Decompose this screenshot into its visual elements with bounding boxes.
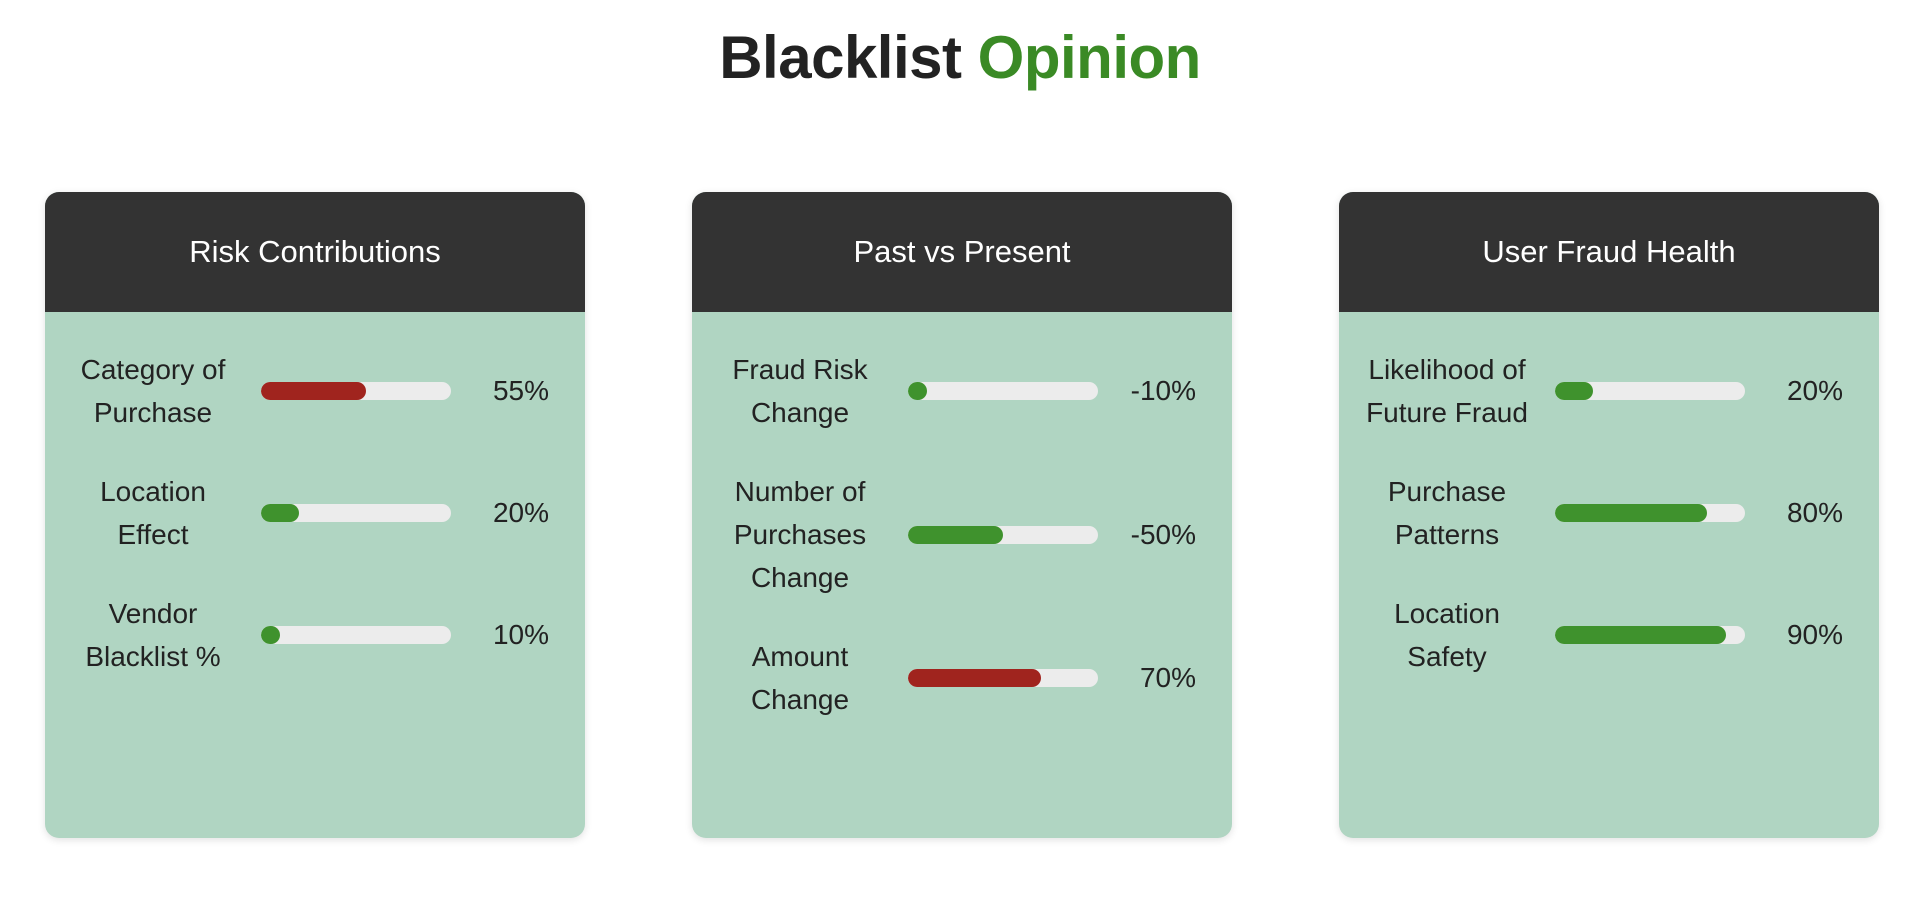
- metric-row: Purchase Patterns 80%: [1339, 470, 1879, 556]
- progress-fill: [261, 626, 280, 644]
- page-title: Blacklist Opinion: [0, 22, 1920, 94]
- progress-track: [1555, 504, 1745, 522]
- metric-label: Vendor Blacklist %: [85, 598, 221, 672]
- metric-row: Fraud Risk Change -10%: [692, 348, 1232, 434]
- metric-row: Likelihood of Future Fraud 20%: [1339, 348, 1879, 434]
- metric-row: Number of Purchases Change -50%: [692, 470, 1232, 599]
- progress-fill: [1555, 626, 1726, 644]
- progress-track: [261, 504, 451, 522]
- progress-fill: [261, 504, 299, 522]
- card-body: Likelihood of Future Fraud 20% Purchase …: [1339, 312, 1879, 678]
- card-body: Fraud Risk Change -10% Number of Purchas…: [692, 312, 1232, 721]
- progress-track: [908, 669, 1098, 687]
- card-risk-contributions: Risk Contributions Category of Purchase …: [45, 192, 585, 838]
- metric-value: -10%: [1130, 375, 1196, 406]
- card-header: Risk Contributions: [45, 192, 585, 312]
- progress-track: [908, 525, 1098, 544]
- progress-fill: [908, 525, 1003, 544]
- progress-fill: [1555, 504, 1707, 522]
- card-header: User Fraud Health: [1339, 192, 1879, 312]
- card-header: Past vs Present: [692, 192, 1232, 312]
- metric-value: 80%: [1786, 497, 1843, 528]
- card-past-vs-present: Past vs Present Fraud Risk Change -10% N…: [692, 192, 1232, 838]
- metric-label: Location Safety: [1394, 598, 1500, 672]
- metric-value: 20%: [1786, 375, 1843, 406]
- progress-track: [261, 626, 451, 644]
- metric-value: 20%: [492, 497, 549, 528]
- page-title-accent: Opinion: [977, 24, 1202, 91]
- metric-row: Vendor Blacklist % 10%: [45, 592, 585, 678]
- metric-row: Amount Change 70%: [692, 635, 1232, 721]
- progress-fill: [1555, 382, 1593, 400]
- metric-label: Purchase Patterns: [1387, 476, 1507, 550]
- progress-fill: [261, 382, 366, 400]
- progress-track: [1555, 382, 1745, 400]
- progress-fill: [908, 382, 927, 400]
- metric-label: Fraud Risk Change: [732, 354, 868, 428]
- metric-label: Number of Purchases Change: [733, 476, 867, 593]
- progress-track: [908, 382, 1098, 400]
- metric-label: Category of Purchase: [80, 354, 226, 428]
- metric-label: Amount Change: [750, 641, 850, 715]
- card-body: Category of Purchase 55% Location Effect…: [45, 312, 585, 678]
- progress-track: [261, 382, 451, 400]
- metric-value: 55%: [492, 375, 549, 406]
- metric-value: -50%: [1130, 518, 1196, 550]
- card-user-fraud-health: User Fraud Health Likelihood of Future F…: [1339, 192, 1879, 838]
- progress-fill: [908, 669, 1041, 687]
- metric-value: 10%: [492, 619, 549, 650]
- metric-value: 70%: [1139, 662, 1196, 693]
- page-title-main: Blacklist: [719, 24, 962, 91]
- metric-value: 90%: [1786, 619, 1843, 650]
- metric-row: Location Effect 20%: [45, 470, 585, 556]
- metric-label: Location Effect: [100, 476, 206, 550]
- metric-row: Location Safety 90%: [1339, 592, 1879, 678]
- metric-row: Category of Purchase 55%: [45, 348, 585, 434]
- metric-label: Likelihood of Future Fraud: [1366, 354, 1528, 428]
- progress-track: [1555, 626, 1745, 644]
